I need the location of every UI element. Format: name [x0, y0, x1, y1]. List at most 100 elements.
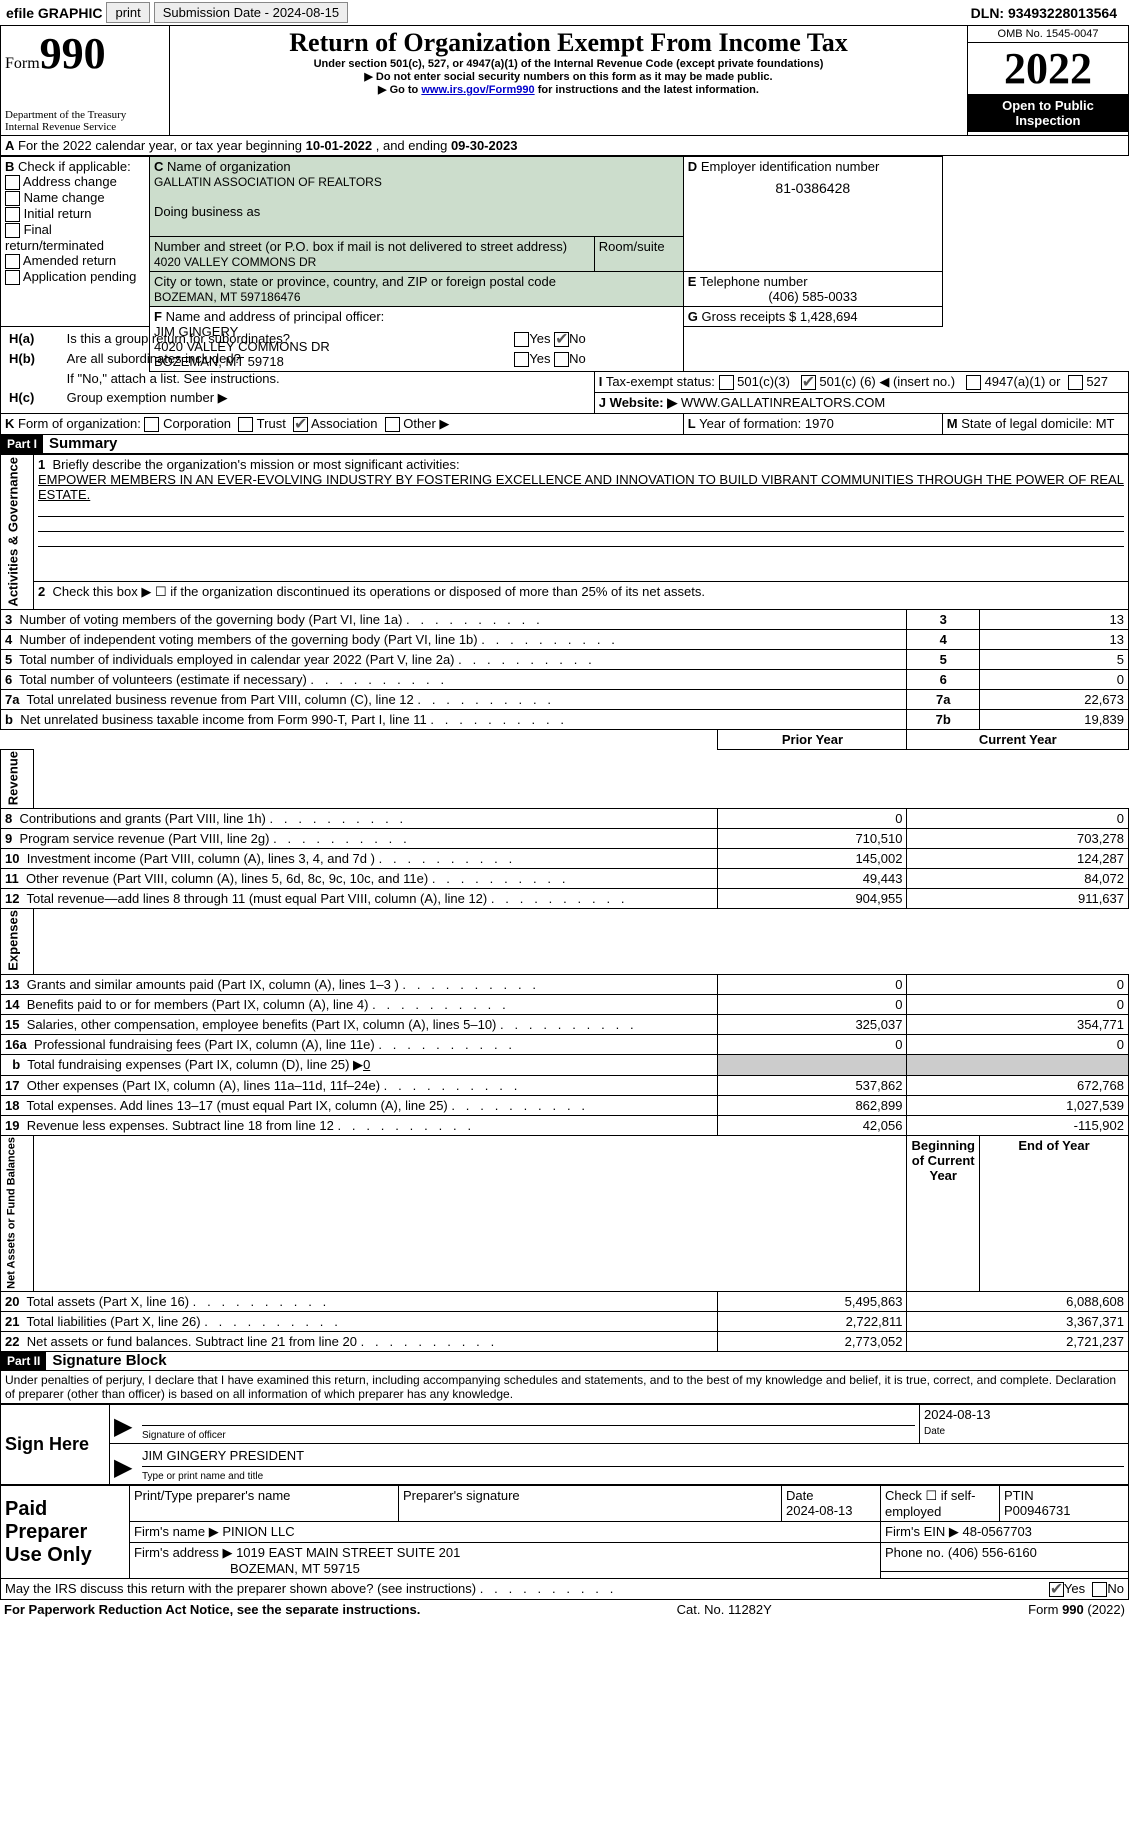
discuss-no-checkbox[interactable] — [1092, 1582, 1107, 1597]
summary-line-value: 13 — [980, 629, 1129, 649]
b-opt-checkbox[interactable] — [5, 223, 20, 238]
summary-line-text: Total revenue—add lines 8 through 11 (mu… — [26, 891, 487, 906]
b-opt-checkbox[interactable] — [5, 191, 20, 206]
prep-name-label: Print/Type preparer's name — [130, 1486, 399, 1522]
assoc-checkbox[interactable] — [293, 417, 308, 432]
other-checkbox[interactable] — [385, 417, 400, 432]
section-l-year: L Year of formation: 1970 — [683, 414, 942, 435]
footer-left: For Paperwork Reduction Act Notice, see … — [4, 1602, 420, 1617]
prior-year-value: 0 — [718, 808, 907, 828]
summary-line-box: 6 — [907, 669, 980, 689]
501c-checkbox[interactable] — [801, 375, 816, 390]
b-opt-checkbox[interactable] — [5, 254, 20, 269]
summary-line-text: Number of voting members of the governin… — [19, 612, 402, 627]
section-i-status: I Tax-exempt status: 501(c)(3) 501(c) (6… — [594, 372, 1128, 393]
line-a-tax-year: A For the 2022 calendar year, or tax yea… — [0, 136, 1129, 156]
current-year-value: 0 — [907, 994, 1129, 1014]
prep-ptin: PTINP00946731 — [1000, 1486, 1129, 1522]
part2-header: Part IISignature Block — [0, 1352, 1129, 1371]
discuss-row: May the IRS discuss this return with the… — [0, 1579, 1129, 1600]
discuss-yes-checkbox[interactable] — [1049, 1582, 1064, 1597]
prior-year-value: 145,002 — [718, 848, 907, 868]
summary-line-text: Total liabilities (Part X, line 26) — [26, 1314, 200, 1329]
current-year-value: 2,721,237 — [907, 1332, 1129, 1352]
section-m-state: M State of legal domicile: MT — [942, 414, 1128, 435]
4947-checkbox[interactable] — [966, 375, 981, 390]
prior-year-value: 49,443 — [718, 868, 907, 888]
hb-yes-checkbox[interactable] — [514, 352, 529, 367]
prior-year-value: 2,722,811 — [718, 1312, 907, 1332]
penalty-text: Under penalties of perjury, I declare th… — [0, 1371, 1129, 1404]
section-e-phone: E Telephone number (406) 585-0033 — [683, 272, 942, 307]
hb-no-checkbox[interactable] — [554, 352, 569, 367]
summary-line-text: Contributions and grants (Part VIII, lin… — [19, 811, 265, 826]
ha-yes-checkbox[interactable] — [514, 332, 529, 347]
col-end-year: End of Year — [980, 1135, 1129, 1292]
summary-line-box: 7b — [907, 709, 980, 729]
section-c-room: Room/suite — [594, 237, 683, 272]
summary-line-text: Other revenue (Part VIII, column (A), li… — [26, 871, 428, 886]
sign-date: 2024-08-13 — [924, 1407, 1124, 1422]
print-button[interactable]: print — [106, 2, 149, 23]
summary-line-value: 19,839 — [980, 709, 1129, 729]
officer-name: JIM GINGERY PRESIDENT — [142, 1448, 304, 1463]
trust-checkbox[interactable] — [238, 417, 253, 432]
prior-year-value: 862,899 — [718, 1095, 907, 1115]
summary-line-text: Program service revenue (Part VIII, line… — [19, 831, 269, 846]
col-begin-year: Beginning of Current Year — [907, 1135, 980, 1292]
section-c-city: City or town, state or province, country… — [150, 272, 684, 307]
summary-line-box: 3 — [907, 609, 980, 629]
summary-line-text: Revenue less expenses. Subtract line 18 … — [27, 1118, 334, 1133]
prior-year-value: 325,037 — [718, 1014, 907, 1034]
summary-line-text: Other expenses (Part IX, column (A), lin… — [27, 1078, 380, 1093]
form-subtitle: Under section 501(c), 527, or 4947(a)(1)… — [174, 58, 963, 70]
section-k-form-org: K Form of organization: Corporation Trus… — [1, 414, 684, 435]
paid-preparer-table: Paid Preparer Use Only Print/Type prepar… — [0, 1485, 1129, 1579]
current-year-value: 124,287 — [907, 848, 1129, 868]
b-opt-checkbox[interactable] — [5, 175, 20, 190]
prior-year-value: 537,862 — [718, 1075, 907, 1095]
section-g-receipts: G Gross receipts $ 1,428,694 — [683, 307, 942, 327]
dept-treasury: Department of the Treasury — [5, 109, 165, 121]
current-year-value: 0 — [907, 808, 1129, 828]
vlabel-revenue: Revenue — [1, 749, 34, 808]
b-opt-checkbox[interactable] — [5, 270, 20, 285]
irs-link[interactable]: www.irs.gov/Form990 — [421, 84, 534, 96]
summary-line-value: 0 — [980, 669, 1129, 689]
corp-checkbox[interactable] — [144, 417, 159, 432]
summary-line-text: Total assets (Part X, line 16) — [26, 1294, 189, 1309]
summary-line-text: Total expenses. Add lines 13–17 (must eq… — [26, 1098, 447, 1113]
current-year-value: 0 — [907, 1034, 1129, 1054]
501c3-checkbox[interactable] — [719, 375, 734, 390]
current-year-value: 354,771 — [907, 1014, 1129, 1034]
officer-name-label: Type or print name and title — [142, 1471, 263, 1482]
note-ssn: ▶ Do not enter social security numbers o… — [174, 70, 963, 83]
footer-right: Form 990 (2022) — [1028, 1602, 1125, 1617]
tax-year: 2022 — [968, 43, 1128, 94]
527-checkbox[interactable] — [1068, 375, 1083, 390]
mission-text: EMPOWER MEMBERS IN AN EVER-EVOLVING INDU… — [38, 472, 1124, 502]
prior-year-value: 42,056 — [718, 1115, 907, 1135]
open-to-public: Open to Public Inspection — [968, 94, 1128, 132]
top-toolbar: efile GRAPHIC print Submission Date - 20… — [0, 0, 1129, 25]
summary-line-text: Investment income (Part VIII, column (A)… — [27, 851, 375, 866]
line16b-prior-gray — [718, 1054, 907, 1075]
current-year-value: 1,027,539 — [907, 1095, 1129, 1115]
current-year-value: 672,768 — [907, 1075, 1129, 1095]
header-table: Form990 Department of the Treasury Inter… — [0, 25, 1129, 136]
efile-label: efile GRAPHIC — [6, 5, 102, 21]
b-opt-checkbox[interactable] — [5, 207, 20, 222]
dln-label: DLN: 93493228013564 — [971, 5, 1127, 21]
section-c-street: Number and street (or P.O. box if mail i… — [150, 237, 595, 272]
part1-header: Part ISummary — [0, 435, 1129, 454]
paid-preparer-label: Paid Preparer Use Only — [1, 1486, 130, 1579]
line2-text: Check this box ▶ ☐ if the organization d… — [52, 584, 705, 599]
summary-line-text: Professional fundraising fees (Part IX, … — [34, 1037, 375, 1052]
vlabel-expenses: Expenses — [1, 908, 34, 974]
ha-no-checkbox[interactable] — [554, 332, 569, 347]
current-year-value: 0 — [907, 974, 1129, 994]
submission-date-button[interactable]: Submission Date - 2024-08-15 — [154, 2, 348, 23]
sig-officer-label: Signature of officer — [142, 1430, 226, 1441]
line16b-label: Total fundraising expenses (Part IX, col… — [27, 1057, 363, 1072]
identity-table: B Check if applicable: Address change Na… — [0, 156, 1129, 435]
